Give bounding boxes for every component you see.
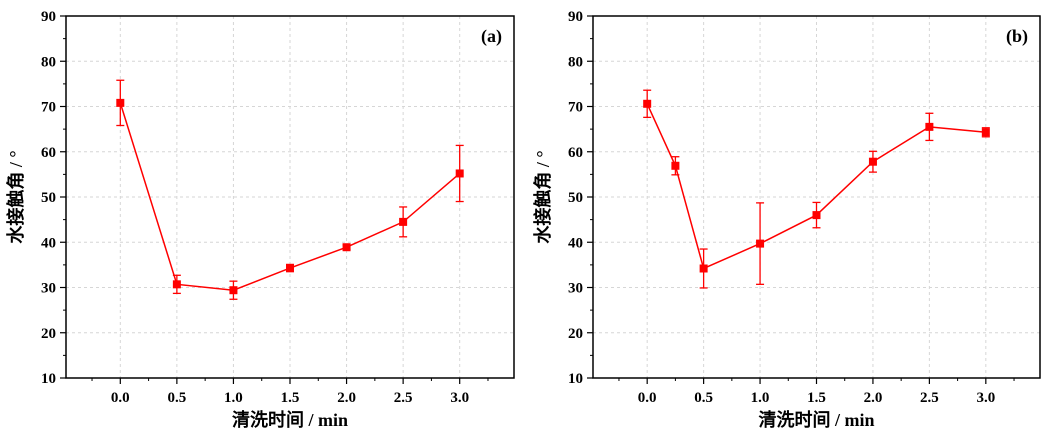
data-point [643, 99, 652, 108]
x-tick-label: 0.0 [111, 390, 130, 406]
y-tick-label: 80 [41, 54, 56, 70]
data-point [286, 264, 294, 273]
x-tick-label: 0.0 [638, 390, 657, 406]
x-tick-label: 1.5 [281, 390, 300, 406]
y-tick-label: 80 [568, 54, 583, 70]
data-point [116, 98, 125, 107]
x-tick-label: 2.5 [394, 390, 413, 406]
x-tick-label: 1.5 [807, 390, 826, 406]
y-tick-label: 90 [568, 9, 583, 25]
y-tick-label: 70 [41, 100, 56, 116]
data-point [399, 217, 408, 226]
y-tick-label: 60 [568, 145, 583, 161]
x-tick-label: 0.5 [694, 390, 713, 406]
chart-panel-a: 10 20 30 40 50 60 70 80 90 0.0 0.5 1.0 1.5 2.0 2.5 3.0 清… [5, 9, 515, 430]
y-tick-label: 30 [41, 281, 56, 297]
y-tick-label: 30 [568, 281, 583, 297]
data-point [671, 161, 680, 170]
x-tick-label: 1.0 [751, 390, 770, 406]
data-point [172, 280, 181, 289]
data-point [342, 243, 351, 252]
panel-label: (a) [481, 26, 502, 47]
x-tick-label: 2.0 [864, 390, 883, 406]
y-tick-label: 20 [41, 326, 56, 342]
panel-label: (b) [1006, 26, 1028, 47]
y-tick-label: 10 [568, 371, 583, 387]
x-tick-label: 3.0 [450, 390, 469, 406]
data-point [229, 286, 238, 295]
chart-panel-b: 10 20 30 40 50 60 70 80 90 0.0 0.5 1.0 1.5 2.0 2.5 3.0 清… [532, 9, 1041, 430]
y-tick-label: 40 [568, 235, 583, 251]
data-point [455, 169, 464, 178]
x-axis-title: 清洗时间 / min [758, 409, 874, 430]
data-point [812, 211, 821, 220]
y-tick-label: 60 [41, 145, 56, 161]
y-axis-title: 水接触角 / ° [532, 150, 553, 243]
y-tick-label: 90 [41, 9, 56, 25]
x-tick-label: 1.0 [224, 390, 243, 406]
data-point [699, 264, 708, 273]
x-tick-label: 2.5 [920, 390, 939, 406]
y-tick-label: 70 [568, 100, 583, 116]
x-tick-label: 3.0 [976, 390, 995, 406]
x-axis-title: 清洗时间 / min [232, 409, 348, 430]
data-point [756, 239, 765, 248]
x-tick-label: 0.5 [167, 390, 186, 406]
data-point [981, 128, 990, 137]
x-tick-label: 2.0 [337, 390, 356, 406]
data-point [868, 157, 877, 166]
y-tick-label: 40 [41, 235, 56, 251]
series-line [646, 103, 986, 270]
y-tick-label: 50 [568, 190, 583, 206]
y-tick-label: 50 [41, 190, 56, 206]
y-axis-title: 水接触角 / ° [5, 150, 26, 243]
y-tick-label: 20 [568, 326, 583, 342]
y-tick-label: 10 [41, 371, 56, 387]
data-point [925, 122, 934, 131]
